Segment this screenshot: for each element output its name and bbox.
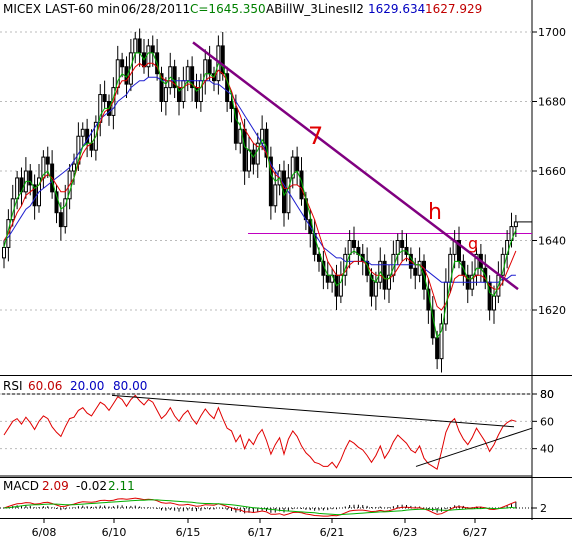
price-tick-label: 1700 [538,26,566,39]
header-date: 06/28/2011 [121,2,190,16]
candle-up [439,323,444,360]
candle-up [290,156,295,179]
rsi-label: RSI [3,379,23,393]
candle-down [190,66,195,89]
candle-up [185,66,190,82]
price-tick-label: 1660 [538,165,566,178]
candle-down [45,156,50,165]
candle-down [207,59,212,75]
candle-down [120,59,125,68]
macd-label: MACD [3,479,39,493]
date-tick-label: 6/23 [393,526,418,539]
annotation-h: h [428,200,442,225]
candle-down [268,156,273,207]
candle-up [128,52,133,85]
date-tick-label: 6/27 [463,526,488,539]
header-indicator: ABillW_3LinesII2 [266,2,364,16]
candle-down [400,240,405,248]
candle-up [72,163,76,172]
candle-down [242,128,247,172]
candle-down [137,38,142,54]
rsi-tick-label: 60 [540,415,554,428]
date-tick-label: 6/17 [248,526,273,539]
candle-up [492,295,496,311]
price-tick-label: 1680 [538,96,566,109]
candle-up [80,128,85,137]
candle-down [264,128,269,158]
price-tick-label: 1640 [538,235,566,248]
candle-down [317,253,321,262]
rsi-support-line [415,427,533,467]
rsi-tick-label: 40 [540,443,554,456]
candle-up [373,281,378,297]
rsi-line [3,394,517,471]
annotation-g: g [468,234,478,253]
rsi-upper-level: 80.00 [113,379,147,393]
macd-signal-line [3,499,516,516]
annotation-seven: 7 [308,122,323,150]
macd-signal-value: 2.11 [108,479,135,493]
rsi-tick-label: 80 [540,388,554,401]
candle-down [159,73,164,102]
header-close: C=1645.350 [190,2,266,16]
date-tick-label: 6/15 [176,526,201,539]
candle-up [255,142,260,165]
candle-down [282,170,286,214]
candle-up [163,87,168,102]
candle-down [413,267,418,276]
candle-down [382,260,387,290]
candle-down [435,337,440,360]
candle-down [295,156,300,172]
candle-down [54,191,59,214]
date-tick-label: 6/10 [102,526,127,539]
candle-up [395,240,400,255]
candle-down [225,73,230,102]
macd-tick-label: 2 [540,502,547,515]
candle-down [32,184,37,207]
downtrend-line [192,41,519,291]
candle-up [247,149,251,172]
candle-down [369,274,374,297]
rsi-resistance-line [111,394,515,428]
macd-histogram-value: -0.02 [76,479,107,493]
moving-average-red [3,62,517,311]
candle-down [28,170,33,186]
rsi-value: 60.06 [28,379,62,393]
candle-up [63,198,68,228]
rsi-lower-level: 20.00 [70,379,104,393]
candle-up [133,38,138,54]
candle-up [2,246,6,259]
candle-up [513,221,518,228]
candle-up [181,80,186,103]
candle-up [387,274,391,290]
candle-down [299,170,304,200]
header-indicator-value-red: 1627.929 [425,2,482,16]
price-tick-label: 1620 [538,304,566,317]
candle-down [233,107,238,144]
date-tick-label: 6/08 [32,526,57,539]
macd-value: 2.09 [42,479,69,493]
candle-down [325,274,330,283]
date-tick-label: 6/21 [320,526,345,539]
candle-up [286,177,291,214]
header-indicator-value-blue: 1629.634 [368,2,425,16]
moving-average-blue [3,76,516,283]
candle-down [150,45,155,54]
candle-up [347,240,352,255]
candle-up [273,184,278,207]
candle-up [15,177,20,200]
candle-down [58,212,63,228]
rsi-tick-label: 80 [540,388,554,401]
moving-average-green [3,52,517,340]
header-symbol: MICEX LAST-60 min [3,2,120,16]
candle-down [102,94,107,103]
candle-down [172,66,177,89]
candle-up [238,128,243,144]
macd-line [3,497,517,517]
candle-down [352,240,356,248]
candle-up [146,45,151,68]
